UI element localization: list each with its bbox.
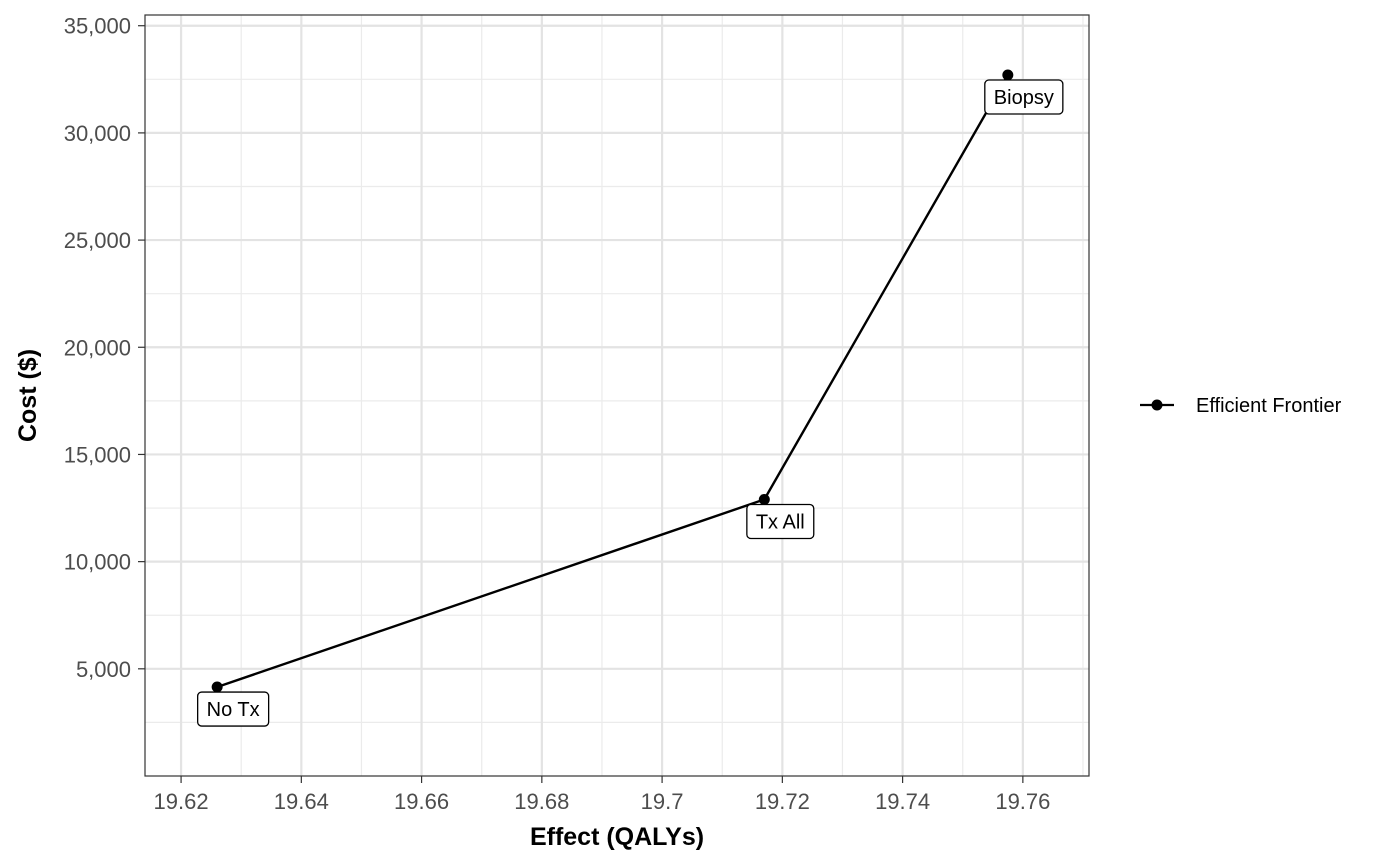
x-tick-label: 19.7 (641, 789, 684, 814)
x-tick-label: 19.66 (394, 789, 449, 814)
series-line (216, 74, 1009, 689)
point-label-box (197, 691, 270, 727)
y-tick-label: 5,000 (76, 657, 131, 682)
x-tick-label: 19.64 (274, 789, 329, 814)
legend-label: Efficient Frontier (1196, 395, 1342, 417)
point-label: No Tx (197, 691, 270, 727)
x-axis: 19.62 19.64 19.66 19.68 19.7 19.72 19.74 19.76 (154, 776, 1050, 814)
major-gridlines (145, 15, 1089, 776)
y-axis: 5,000 10,000 15,000 20,000 25,000 30,000 35,00… (64, 14, 145, 682)
minor-gridlines (145, 15, 1089, 776)
point-label-text: No Tx (207, 699, 260, 721)
point-label-box (746, 503, 815, 540)
y-tick-label: 30,000 (64, 121, 131, 146)
data-point (758, 493, 770, 505)
point-label: Biopsy (984, 79, 1064, 115)
point-label-text: Biopsy (994, 87, 1054, 109)
plot-panel-border (144, 14, 1090, 777)
point-label-box (984, 79, 1064, 115)
legend: Efficient Frontier (1140, 395, 1342, 417)
point-label: Tx All (746, 503, 815, 540)
y-tick-label: 20,000 (64, 335, 131, 360)
x-tick-label: 19.76 (995, 789, 1050, 814)
x-tick-label: 19.68 (514, 789, 569, 814)
x-tick-label: 19.62 (154, 789, 209, 814)
data-point (211, 681, 223, 693)
x-axis-title: Effect (QALYs) (530, 823, 704, 851)
x-tick-label: 19.74 (875, 789, 930, 814)
x-tick-label: 19.72 (755, 789, 810, 814)
series-layer: No Tx Tx All Biopsy (197, 69, 1064, 727)
data-point (1002, 69, 1014, 81)
y-axis-title: Cost ($) (14, 349, 42, 442)
y-tick-label: 35,000 (64, 14, 131, 39)
y-tick-label: 15,000 (64, 442, 131, 467)
y-tick-label: 10,000 (64, 550, 131, 575)
y-tick-label: 25,000 (64, 228, 131, 253)
point-label-text: Tx All (756, 511, 805, 533)
legend-key-point (1151, 399, 1163, 411)
